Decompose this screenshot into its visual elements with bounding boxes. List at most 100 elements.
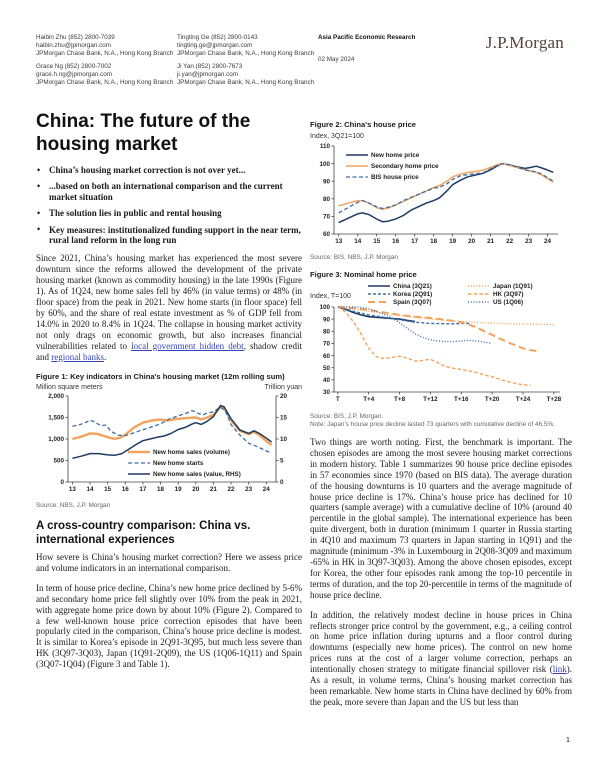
text-segment: , shadow credit and <box>36 340 303 362</box>
analyst-email: haibin.zhu@jpmorgan.com <box>36 42 111 49</box>
svg-text:40: 40 <box>323 377 331 384</box>
svg-text:US (1Q06): US (1Q06) <box>493 299 523 306</box>
svg-text:T+28: T+28 <box>547 396 562 403</box>
svg-text:19: 19 <box>449 238 457 245</box>
svg-text:24: 24 <box>544 238 552 245</box>
analyst-org: JPMorgan Chase Bank, N.A., Hong Kong Bra… <box>36 50 174 57</box>
figure-1-source: Source: NBS, J.P. Morgan <box>36 502 111 509</box>
analyst-contact: Ji Yan (852) 2800-7673 ji.yan@jpmorgan.co… <box>177 63 318 87</box>
svg-text:70: 70 <box>323 341 331 348</box>
svg-text:19: 19 <box>175 486 183 493</box>
svg-text:17: 17 <box>139 486 147 493</box>
svg-text:15: 15 <box>373 238 381 245</box>
svg-text:20: 20 <box>192 486 200 493</box>
figure-1: Figure 1: Key indicators in China's hous… <box>36 372 302 511</box>
inline-link[interactable]: local government hidden debt <box>131 340 244 351</box>
svg-text:23: 23 <box>245 486 253 493</box>
paragraph-2: How severe is China’s housing market cor… <box>36 552 302 573</box>
svg-text:24: 24 <box>263 486 271 493</box>
svg-text:Spain (3Q07): Spain (3Q07) <box>393 299 432 306</box>
bullet-item: China’s housing market correction is not… <box>36 164 302 175</box>
svg-text:22: 22 <box>506 238 514 245</box>
series-0 <box>337 306 416 323</box>
text-segment: In addition, the relatively modest decli… <box>310 609 572 675</box>
figure-1-right-axis-label: Trillion yuan <box>264 384 302 391</box>
svg-text:15: 15 <box>104 486 112 493</box>
series-1 <box>72 406 272 454</box>
svg-text:T: T <box>336 396 340 403</box>
svg-text:T+24: T+24 <box>516 396 531 403</box>
series-5 <box>337 306 493 345</box>
svg-text:20: 20 <box>468 238 476 245</box>
svg-text:17: 17 <box>411 238 419 245</box>
figure-2-subtitle: Index, 3Q21=100 <box>310 132 364 140</box>
svg-text:Korea (2Q91): Korea (2Q91) <box>393 291 432 298</box>
research-label: Asia Pacific Economic Research <box>318 34 416 41</box>
svg-text:1,000: 1,000 <box>48 436 64 443</box>
svg-text:22: 22 <box>228 486 236 493</box>
svg-text:T+4: T+4 <box>363 396 375 403</box>
inline-link[interactable]: link <box>552 664 567 675</box>
svg-text:T+12: T+12 <box>423 396 438 403</box>
svg-text:80: 80 <box>323 196 331 203</box>
figure-1-left-axis-label: Million square meters <box>36 384 103 391</box>
svg-text:13: 13 <box>69 486 77 493</box>
bullet-item: The solution lies in public and rental h… <box>36 208 302 219</box>
svg-text:T+16: T+16 <box>454 396 469 403</box>
svg-text:13: 13 <box>335 238 343 245</box>
paragraph-4: Two things are worth noting. First, the … <box>310 437 572 600</box>
text-segment: . <box>103 351 107 362</box>
svg-text:20: 20 <box>280 393 288 400</box>
header-contacts-col2: Tingting Ge (852) 2800-0143 tingting.ge@j… <box>177 34 318 92</box>
svg-text:60: 60 <box>323 353 331 360</box>
series-1 <box>338 162 554 210</box>
svg-text:60: 60 <box>323 231 331 238</box>
analyst-contact: Grace Ng (852) 2800-7002 grace.h.ng@jpmor… <box>36 63 177 87</box>
figure-1-title: Figure 1: Key indicators in China's hous… <box>36 371 285 381</box>
svg-text:2,000: 2,000 <box>48 393 64 400</box>
analyst-name-phone: Haibin Zhu (852) 2800-7039 <box>36 34 115 41</box>
svg-text:T+8: T+8 <box>394 396 406 403</box>
header-research-block: Asia Pacific Economic Research 02 May 20… <box>318 34 448 92</box>
svg-text:New home sales (volume): New home sales (volume) <box>153 449 230 456</box>
left-column: China: The future of the housing market … <box>36 110 302 679</box>
jpmorgan-logo: J.P.Morgan <box>485 33 564 52</box>
svg-text:100: 100 <box>319 304 330 311</box>
figure-2-chart: 60 70 80 90 100 110 13 14 15 16 17 18 19 20 21 22 23 24 Ne… <box>310 142 572 253</box>
svg-text:Secondary home price: Secondary home price <box>371 163 439 170</box>
svg-text:100: 100 <box>319 160 330 167</box>
svg-text:T+20: T+20 <box>485 396 500 403</box>
svg-text:16: 16 <box>392 238 400 245</box>
svg-text:HK (3Q97): HK (3Q97) <box>493 291 523 298</box>
svg-text:80: 80 <box>323 328 331 335</box>
svg-text:50: 50 <box>323 365 331 372</box>
svg-text:China (3Q21): China (3Q21) <box>393 283 432 290</box>
svg-text:90: 90 <box>323 178 331 185</box>
series-3 <box>337 306 554 326</box>
analyst-org: JPMorgan Chase Bank, N.A., Hong Kong Bra… <box>177 79 315 86</box>
svg-text:5: 5 <box>280 458 284 465</box>
paragraph-1: Since 2021, China’s housing market has e… <box>36 253 302 362</box>
paragraph-3: In term of house price decline, China’s … <box>36 582 302 670</box>
svg-text:70: 70 <box>323 213 331 220</box>
report-header: Haibin Zhu (852) 2800-7039 haibin.zhu@jpm… <box>36 34 564 92</box>
inline-link[interactable]: regional banks <box>51 351 104 362</box>
svg-text:110: 110 <box>320 143 331 150</box>
series-4 <box>337 306 531 386</box>
svg-text:Japan (1Q91): Japan (1Q91) <box>493 283 533 290</box>
analyst-name-phone: Tingting Ge (852) 2800-0143 <box>177 34 258 41</box>
svg-text:15: 15 <box>280 415 288 422</box>
svg-text:BIS house price: BIS house price <box>371 174 419 181</box>
svg-text:14: 14 <box>87 486 95 493</box>
svg-text:23: 23 <box>525 238 533 245</box>
series-2 <box>337 306 539 353</box>
bullet-item: Key measures: institutionalized funding … <box>36 224 302 246</box>
series-0 <box>338 162 554 223</box>
figure-3-subtitle: Index, T=100 <box>310 292 351 300</box>
analyst-name-phone: Grace Ng (852) 2800-7002 <box>36 63 112 70</box>
header-contacts-col1: Haibin Zhu (852) 2800-7039 haibin.zhu@jpm… <box>36 34 177 92</box>
report-date: 02 May 2024 <box>318 56 355 63</box>
figure-2-source: Source: BIS, NBS, J.P. Morgan <box>310 253 398 261</box>
figure-1-chart: 0 500 1,000 1,500 2,000 0 5 10 15 20 13 14 15 16 17 18 1… <box>36 392 302 501</box>
